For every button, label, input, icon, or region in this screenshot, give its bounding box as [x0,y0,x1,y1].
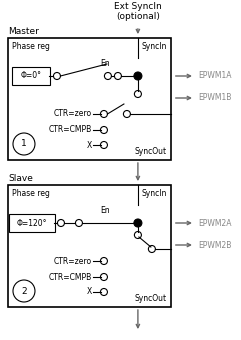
Bar [8,185,171,307]
Text: SyncOut: SyncOut [135,147,167,156]
Text: SyncOut: SyncOut [135,294,167,303]
Text: Slave: Slave [8,174,33,183]
Text: Φ=120°: Φ=120° [17,219,47,227]
Text: CTR=zero: CTR=zero [54,256,92,266]
Text: SyncIn: SyncIn [141,42,167,51]
Text: 1: 1 [21,139,27,149]
Circle shape [134,72,142,80]
Circle shape [134,219,142,227]
Text: SyncIn: SyncIn [141,189,167,198]
Text: Phase reg: Phase reg [12,189,50,198]
Text: Master: Master [8,27,39,36]
Text: EPWM1B: EPWM1B [198,94,231,102]
Text: En: En [100,59,110,68]
Text: X: X [87,140,92,150]
Text: CTR=zero: CTR=zero [54,109,92,119]
Text: CTR=CMPB: CTR=CMPB [49,272,92,282]
Text: 2: 2 [21,287,27,295]
Text: X: X [87,288,92,296]
Text: EPWM2B: EPWM2B [198,240,231,250]
Text: EPWM2A: EPWM2A [198,219,231,227]
FancyBboxPatch shape [9,214,55,232]
Text: Φ=0°: Φ=0° [20,71,41,81]
Bar [8,38,171,160]
Text: Phase reg: Phase reg [12,42,50,51]
Text: En: En [100,206,110,215]
FancyBboxPatch shape [12,67,50,85]
Text: CTR=CMPB: CTR=CMPB [49,125,92,135]
Text: Ext SyncIn
(optional): Ext SyncIn (optional) [114,2,162,21]
Text: EPWM1A: EPWM1A [198,71,231,81]
